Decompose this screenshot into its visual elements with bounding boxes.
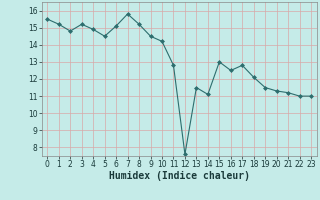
X-axis label: Humidex (Indice chaleur): Humidex (Indice chaleur) bbox=[109, 171, 250, 181]
